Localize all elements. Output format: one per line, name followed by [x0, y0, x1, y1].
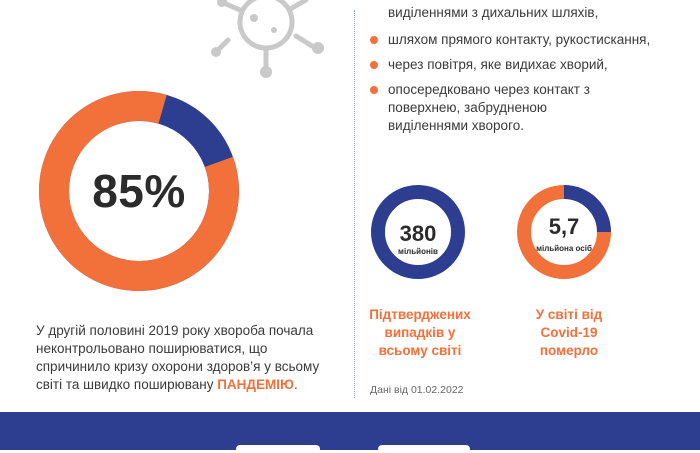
list-item: шляхом прямого контакту, рукостискання,	[370, 31, 690, 49]
bullet-dot-icon	[370, 86, 378, 94]
deaths-donut-icon	[517, 185, 611, 279]
pandemic-highlight: ПАНДЕМІЮ	[217, 377, 294, 392]
bullet-dot-icon	[370, 61, 378, 69]
cases-number: 380	[399, 221, 437, 246]
deaths-label: У світі від Covid-19 померло	[535, 307, 603, 358]
data-date-note: Дані від 01.02.2022	[370, 384, 464, 396]
footer-pill	[236, 445, 320, 453]
pandemic-paragraph: У другій половині 2019 року хвороба поча…	[36, 323, 320, 392]
virus-icon	[211, 0, 324, 78]
footer-band	[0, 412, 700, 450]
bullet-dot-icon	[370, 36, 378, 44]
list-item: через повітря, яке видихає хворий,	[370, 56, 690, 74]
cases-label: Підтверджених випадків у всьому світі	[369, 307, 471, 358]
list-item: опосередковано через контакт з поверхнею…	[370, 81, 630, 135]
big-donut-chart	[39, 91, 239, 291]
deaths-unit: мільйона осіб	[536, 244, 592, 253]
big-percentage: 85%	[92, 165, 186, 217]
deaths-number: 5,7	[548, 214, 580, 239]
cases-donut-icon	[371, 185, 465, 279]
cases-unit: мільйонів	[398, 247, 438, 256]
vertical-divider	[354, 10, 355, 398]
list-item: виділеннями з дихальних шляхів,	[388, 5, 599, 20]
footer-pill	[378, 445, 470, 453]
